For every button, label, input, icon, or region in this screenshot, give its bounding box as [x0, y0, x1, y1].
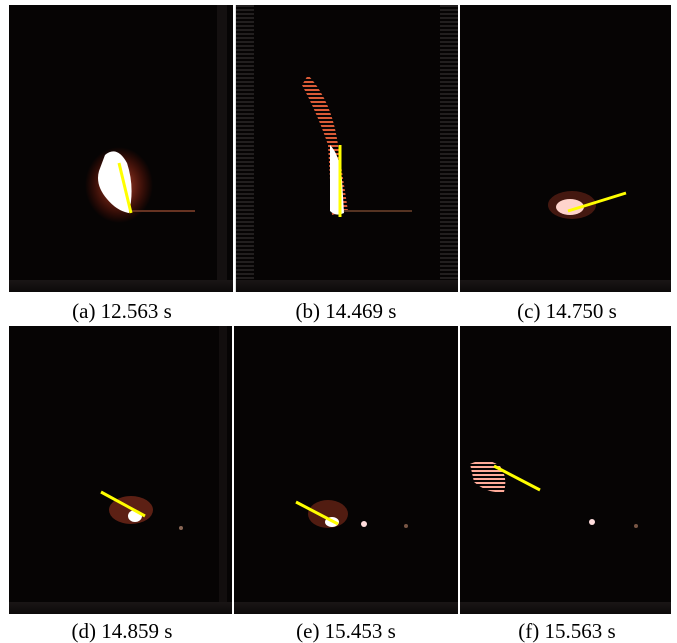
- panel-f-caption: (f) 15.563 s: [518, 619, 616, 643]
- panel-d-caption: (d) 14.859 s: [71, 619, 173, 643]
- panel-c-caption: (c) 14.750 s: [517, 299, 617, 323]
- panel-f: [460, 326, 671, 614]
- panel-e: [234, 326, 458, 614]
- flame-image-c: [548, 191, 627, 219]
- flame-image-b: [236, 5, 458, 292]
- floor-a: [9, 280, 233, 292]
- orientation-line-d: [100, 490, 146, 518]
- orientation-line-e: [295, 500, 339, 526]
- flame-image-d: [100, 326, 227, 614]
- flame-image-f: [470, 460, 638, 528]
- floor-f: [460, 602, 671, 614]
- floor-e: [234, 602, 458, 614]
- panel-e-caption: (e) 15.453 s: [296, 619, 396, 643]
- panel-d: [9, 326, 232, 614]
- panel-c: [460, 5, 671, 292]
- orientation-line-f: [493, 464, 541, 492]
- panel-a: [9, 5, 233, 292]
- floor-d: [9, 602, 232, 614]
- floor-c: [460, 280, 671, 292]
- panel-b: [235, 5, 458, 292]
- flame-image-e: [295, 500, 408, 528]
- panel-a-caption: (a) 12.563 s: [72, 299, 172, 323]
- panel-b-caption: (b) 14.469 s: [295, 299, 397, 323]
- orientation-line-c: [567, 191, 627, 213]
- flame-image-a: [85, 5, 227, 292]
- floor-b: [236, 280, 458, 292]
- orientation-line-a: [117, 162, 133, 214]
